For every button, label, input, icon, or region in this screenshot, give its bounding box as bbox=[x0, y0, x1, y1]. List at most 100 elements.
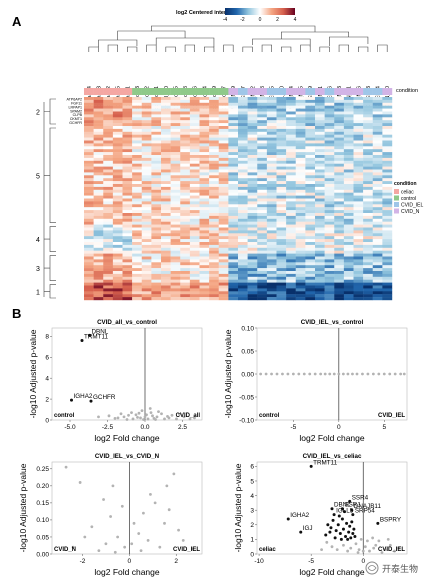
heatmap-cell bbox=[93, 192, 104, 196]
heatmap-cell bbox=[103, 123, 114, 127]
heatmap-cell bbox=[353, 149, 364, 153]
heatmap-cell bbox=[189, 102, 200, 106]
heatmap-cell bbox=[170, 288, 181, 292]
heatmap-cell bbox=[84, 157, 94, 161]
heatmap-cell bbox=[334, 192, 345, 196]
heatmap-cell bbox=[363, 210, 373, 214]
heatmap-cell bbox=[286, 184, 296, 188]
heatmap-cell bbox=[295, 152, 306, 156]
heatmap-cell bbox=[170, 146, 181, 150]
heatmap-cell bbox=[170, 149, 181, 153]
heatmap-cell bbox=[209, 242, 219, 246]
heatmap-cell bbox=[151, 111, 162, 115]
heatmap-cell bbox=[295, 253, 306, 257]
heatmap-cell bbox=[353, 285, 364, 289]
heatmap-cell bbox=[295, 140, 306, 144]
heatmap-cell bbox=[151, 184, 162, 188]
heatmap-cell bbox=[295, 291, 306, 295]
y-tick-label: 0.15 bbox=[36, 500, 49, 507]
heatmap-cell bbox=[286, 143, 296, 147]
heatmap-cell bbox=[122, 213, 133, 217]
heatmap-cell bbox=[276, 279, 287, 283]
heatmap-cell bbox=[112, 227, 123, 231]
heatmap-cell bbox=[238, 97, 248, 101]
heatmap-cell bbox=[266, 213, 277, 217]
heatmap-cell bbox=[228, 233, 239, 237]
heatmap-cell bbox=[363, 265, 373, 269]
heatmap-cell bbox=[151, 123, 162, 127]
heatmap-cell bbox=[324, 288, 335, 292]
condition-cell bbox=[112, 88, 123, 95]
heatmap-cell bbox=[295, 244, 306, 248]
heatmap-cell bbox=[112, 99, 123, 103]
heatmap-cell bbox=[180, 198, 191, 202]
significant-point bbox=[338, 532, 342, 536]
heatmap-cell bbox=[343, 210, 354, 214]
heatmap-cell bbox=[247, 169, 258, 173]
dendrogram-branch bbox=[252, 38, 311, 47]
data-point bbox=[136, 415, 139, 419]
heatmap-cell bbox=[112, 152, 123, 156]
legend-entry: CVID_IEL bbox=[401, 203, 423, 209]
heatmap-cell bbox=[247, 204, 258, 208]
heatmap-cell bbox=[276, 213, 287, 217]
heatmap-cell bbox=[305, 175, 316, 179]
heatmap-cell bbox=[170, 155, 181, 159]
heatmap-cell bbox=[266, 253, 277, 257]
heatmap-cell bbox=[247, 155, 258, 159]
heatmap-cell bbox=[334, 114, 345, 118]
corner-label-right: CVID_IEL bbox=[173, 547, 200, 553]
heatmap-cell bbox=[103, 259, 114, 263]
heatmap-cell bbox=[257, 265, 268, 269]
heatmap-cell bbox=[180, 166, 191, 170]
heatmap-cell bbox=[343, 227, 354, 231]
heatmap-cell bbox=[266, 242, 277, 246]
data-point bbox=[172, 472, 176, 476]
heatmap-cell bbox=[353, 155, 364, 159]
heatmap-cell bbox=[103, 256, 114, 260]
heatmap-cell bbox=[161, 215, 171, 219]
heatmap-cell bbox=[286, 195, 296, 199]
data-point bbox=[374, 543, 378, 547]
heatmap-cell bbox=[170, 265, 181, 269]
heatmap-cell bbox=[228, 268, 239, 272]
heatmap-cell bbox=[276, 102, 287, 106]
heatmap-cell bbox=[112, 102, 123, 106]
heatmap-cell bbox=[343, 207, 354, 211]
heatmap-cell bbox=[305, 169, 316, 173]
heatmap-cell bbox=[334, 111, 345, 115]
heatmap-cell bbox=[170, 204, 181, 208]
heatmap-cell bbox=[199, 160, 210, 164]
row-dendrogram-branch bbox=[44, 255, 56, 281]
heatmap-cell bbox=[247, 134, 258, 138]
heatmap-cell bbox=[218, 262, 229, 266]
heatmap-cell bbox=[382, 117, 393, 121]
heatmap-cell bbox=[112, 140, 123, 144]
heatmap-cell bbox=[382, 204, 393, 208]
heatmap-cell bbox=[363, 259, 373, 263]
heatmap-cell bbox=[151, 242, 162, 246]
heatmap-cell bbox=[295, 169, 306, 173]
heatmap-cell bbox=[286, 163, 296, 167]
heatmap-cell bbox=[84, 273, 94, 277]
heatmap-cell bbox=[295, 213, 306, 217]
heatmap-cell bbox=[199, 256, 210, 260]
heatmap-cell bbox=[141, 172, 152, 176]
heatmap-cell bbox=[372, 285, 383, 289]
heatmap-cell bbox=[170, 166, 181, 170]
panel-b-label: B bbox=[12, 306, 21, 321]
heatmap-cell bbox=[257, 192, 268, 196]
heatmap-cell bbox=[324, 178, 335, 182]
heatmap-cell bbox=[93, 224, 104, 228]
heatmap-cell bbox=[305, 224, 316, 228]
labeled-point bbox=[330, 507, 334, 511]
data-point bbox=[380, 551, 384, 554]
heatmap-cell bbox=[353, 259, 364, 263]
heatmap-cell bbox=[305, 114, 316, 118]
heatmap-cell bbox=[276, 221, 287, 225]
heatmap-cell bbox=[353, 184, 364, 188]
heatmap-cell bbox=[170, 224, 181, 228]
heatmap-cell bbox=[161, 291, 171, 295]
heatmap-cell bbox=[247, 120, 258, 124]
